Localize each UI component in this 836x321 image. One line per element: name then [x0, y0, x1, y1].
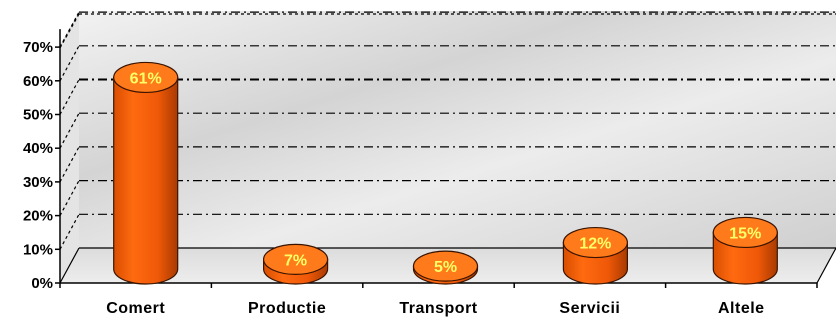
data-label: 15%	[729, 225, 761, 242]
y-tick-label: 70%	[23, 39, 53, 56]
data-label: 12%	[579, 236, 611, 253]
bar-servicii: 12%	[562, 226, 629, 285]
bar-top	[412, 250, 479, 282]
y-tick-label: 40%	[23, 140, 53, 157]
bars: 61% 7% 5% 12% 15%	[113, 61, 778, 285]
bar-top	[562, 226, 629, 259]
y-tick-label: 60%	[23, 73, 53, 90]
bar-comert: 61%	[113, 61, 179, 285]
bar-transport: 5%	[412, 250, 479, 285]
y-tick-label: 50%	[23, 107, 53, 124]
x-tick-label: Productie	[248, 300, 326, 317]
y-tick-label: 0%	[31, 275, 53, 292]
gridline-side	[59, 79, 80, 115]
gridline-side	[59, 112, 80, 149]
chart-back-wall	[79, 11, 836, 248]
gridlines	[59, 11, 836, 250]
bar-altele: 15%	[712, 216, 778, 285]
bar-productie: 7%	[263, 243, 329, 285]
x-tick-label: Transport	[399, 300, 477, 317]
x-tick-label: Altele	[718, 300, 765, 317]
y-tick-label: 20%	[23, 208, 53, 225]
bar-top	[263, 243, 329, 276]
x-axis-labels: Comert Productie Transport Servicii Altele	[106, 300, 764, 317]
data-label: 5%	[434, 259, 457, 276]
x-tick-label: Servicii	[559, 300, 620, 317]
x-tick-label: Comert	[106, 300, 165, 317]
bar-top	[712, 216, 778, 249]
y-tick-label: 30%	[23, 174, 53, 191]
y-tick-label: 10%	[23, 241, 53, 258]
gridline-side	[59, 45, 80, 82]
bar-body	[113, 76, 179, 285]
gridline-side	[59, 214, 80, 250]
data-label: 61%	[130, 70, 162, 87]
bar-top	[113, 61, 179, 94]
floor-right-edge	[816, 247, 836, 284]
data-label: 7%	[284, 252, 307, 269]
gridline-side	[59, 146, 80, 183]
gridline-side	[59, 180, 80, 216]
chart-side-wall	[60, 11, 79, 283]
y-axis-ticks: 0% 10% 20% 30% 40% 50% 60% 70%	[23, 39, 60, 292]
floor-side-edge	[59, 247, 80, 284]
